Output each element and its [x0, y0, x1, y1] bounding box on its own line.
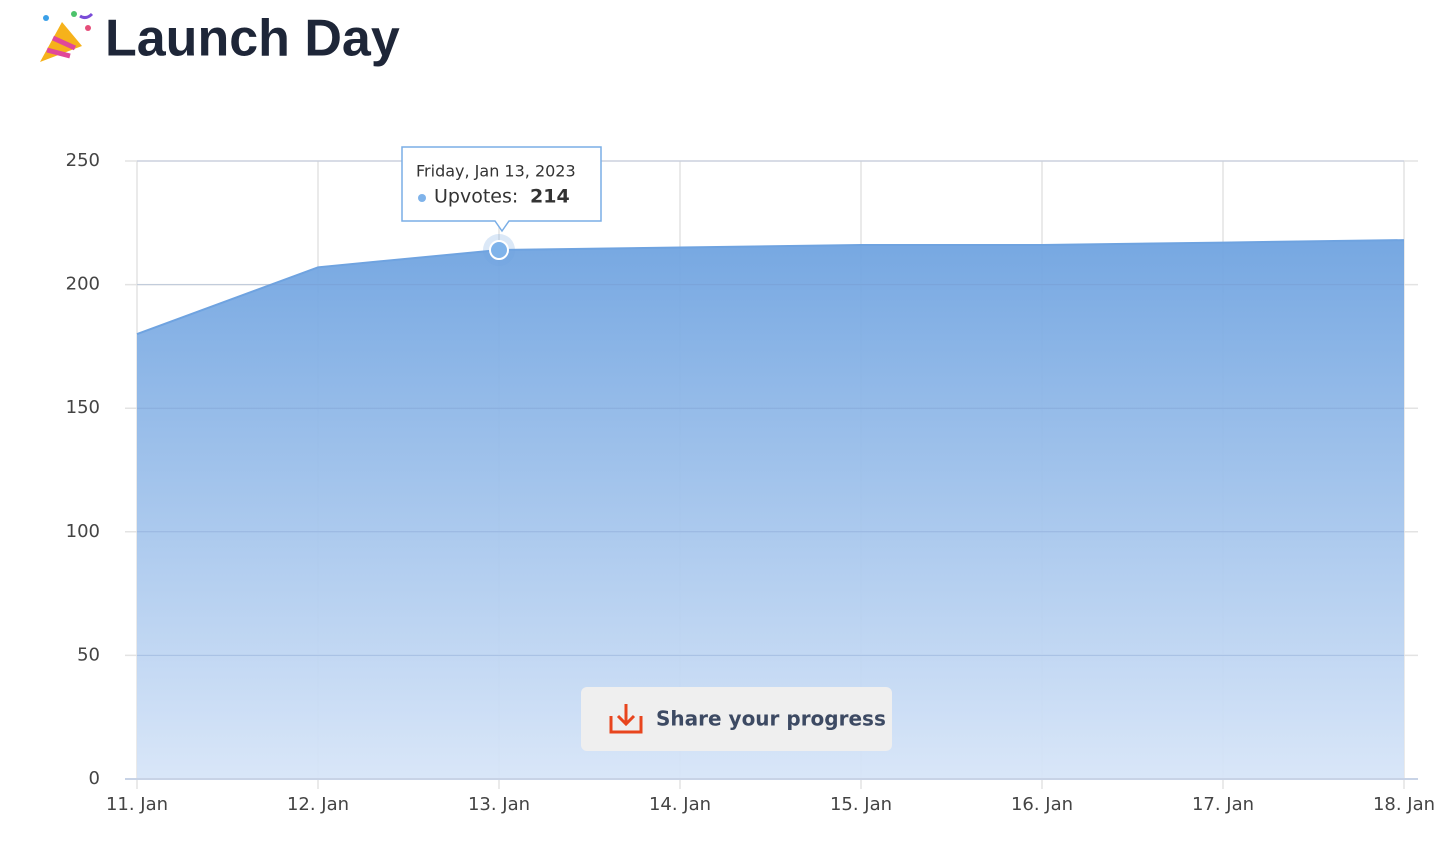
y-tick-label: 50 — [77, 644, 100, 665]
y-tick-label: 200 — [66, 274, 100, 295]
tooltip-dot — [418, 194, 426, 202]
tooltip-label: Upvotes: — [434, 186, 518, 208]
tooltip-value: 214 — [530, 186, 570, 208]
x-tick-label: 18. Jan — [1373, 794, 1435, 815]
x-tick-label: 11. Jan — [106, 794, 168, 815]
download-icon — [609, 704, 643, 734]
page-title: Launch Day — [105, 10, 400, 68]
y-tick-label: 100 — [66, 521, 100, 542]
x-tick-label: 16. Jan — [1011, 794, 1073, 815]
y-tick-label: 150 — [66, 397, 100, 418]
tooltip-box — [401, 146, 602, 233]
area-line — [136, 239, 1405, 335]
button-label[interactable]: Share your progress — [656, 707, 886, 731]
x-tick-label: 17. Jan — [1192, 794, 1254, 815]
share-button[interactable]: Share your progress — [581, 687, 892, 751]
hover-point — [489, 239, 509, 260]
x-tick-label: 14. Jan — [649, 794, 711, 815]
tooltip-title: Friday, Jan 13, 2023 — [416, 162, 576, 181]
party-icon — [40, 11, 94, 62]
y-tick-label: 250 — [66, 150, 100, 171]
y-tick-label: 0 — [89, 768, 100, 789]
area — [137, 240, 1404, 779]
x-tick-label: 15. Jan — [830, 794, 892, 815]
button-bg[interactable] — [581, 687, 892, 751]
x-tick-label: 13. Jan — [468, 794, 530, 815]
x-tick-label: 12. Jan — [287, 794, 349, 815]
